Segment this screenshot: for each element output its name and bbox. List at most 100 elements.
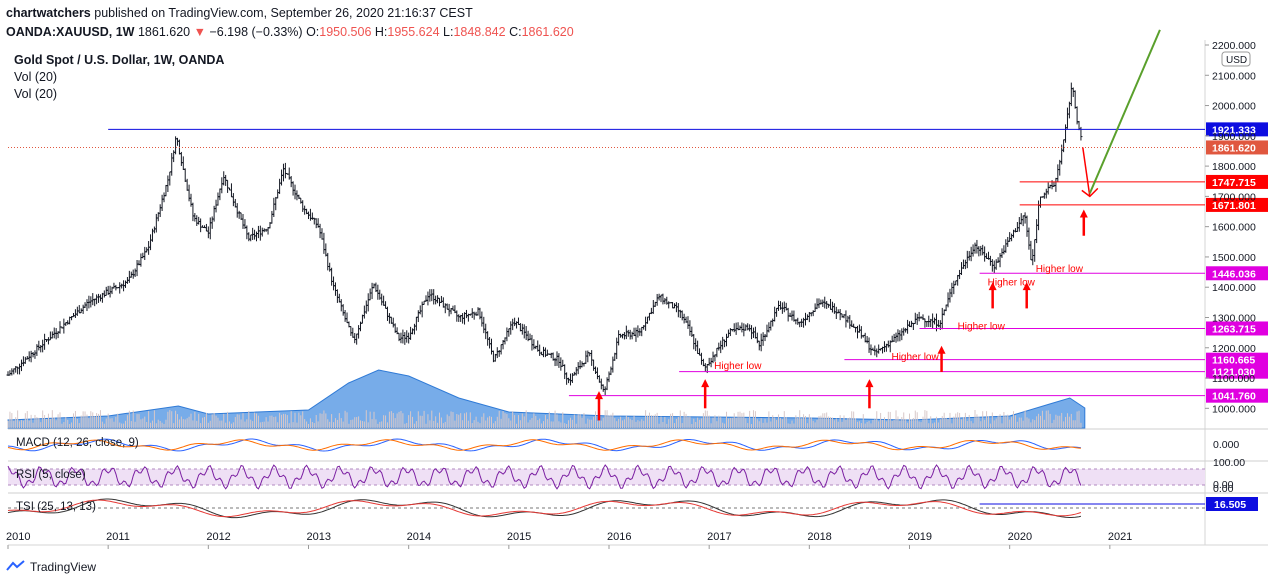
price-bar bbox=[542, 346, 546, 358]
price-bar bbox=[434, 295, 438, 305]
price-bar bbox=[216, 192, 220, 206]
up-arrow-icon[interactable] bbox=[701, 379, 710, 409]
up-arrow-head bbox=[594, 391, 603, 400]
price-bar bbox=[1062, 139, 1066, 153]
price-bar bbox=[732, 323, 736, 333]
currency-badge-box bbox=[1221, 51, 1251, 67]
pane-rsi-title[interactable]: RSI (5, close) bbox=[16, 469, 86, 481]
high-value: 1955.624 bbox=[387, 25, 440, 39]
price-bar bbox=[511, 318, 515, 331]
low-label: L: bbox=[443, 25, 454, 39]
higher-low-label[interactable]: Higher low bbox=[714, 361, 762, 372]
price-bar bbox=[516, 317, 520, 325]
price-bar bbox=[193, 213, 197, 222]
price-bar bbox=[62, 318, 66, 334]
price-bar bbox=[1067, 101, 1071, 119]
price-bar bbox=[640, 326, 644, 337]
price-bar bbox=[366, 293, 370, 312]
higher-low-label[interactable]: Higher low bbox=[988, 278, 1036, 289]
higher-low-label[interactable]: Higher low bbox=[1036, 264, 1084, 275]
price-tick-label: 1400.000 bbox=[1212, 282, 1256, 294]
price-bar bbox=[332, 276, 336, 291]
price-bar bbox=[48, 331, 52, 341]
price-bar bbox=[867, 337, 871, 353]
price-bar bbox=[769, 320, 773, 331]
price-bar bbox=[647, 312, 651, 321]
time-tick-label: 2021 bbox=[1108, 531, 1132, 543]
up-projection-line[interactable] bbox=[1088, 29, 1161, 194]
price-bar bbox=[1071, 87, 1075, 97]
price-bar bbox=[1021, 215, 1025, 227]
up-arrow-icon[interactable] bbox=[988, 282, 997, 309]
price-bar bbox=[29, 350, 33, 363]
price-bar bbox=[644, 316, 648, 331]
price-bar bbox=[624, 325, 628, 340]
currency-badge[interactable]: USD bbox=[1221, 51, 1251, 67]
price-bar bbox=[274, 196, 278, 211]
price-bar bbox=[630, 331, 634, 340]
price-bar bbox=[576, 362, 580, 375]
price-bar bbox=[414, 316, 418, 331]
price-bar bbox=[825, 300, 829, 309]
close-label: C: bbox=[509, 25, 522, 39]
down-projection-line[interactable] bbox=[1082, 147, 1091, 197]
legend-volume-1[interactable]: Vol (20) bbox=[14, 70, 58, 84]
price-bar bbox=[141, 252, 145, 259]
price-bar bbox=[844, 310, 848, 328]
higher-low-label[interactable]: Higher low bbox=[891, 352, 939, 363]
price-bar bbox=[709, 357, 713, 368]
price-bar bbox=[147, 241, 151, 255]
up-arrow-icon[interactable] bbox=[937, 345, 946, 372]
price-bar bbox=[25, 356, 29, 360]
level-price-label: 1861.620 bbox=[1212, 142, 1256, 154]
price-bar bbox=[1025, 215, 1029, 237]
price-bars bbox=[6, 82, 1083, 395]
low-value: 1848.842 bbox=[453, 25, 506, 39]
up-arrow-icon[interactable] bbox=[1022, 282, 1031, 309]
price-bar bbox=[1056, 164, 1060, 182]
price-tick-label: 1500.000 bbox=[1212, 252, 1256, 264]
price-tick-label: 1600.000 bbox=[1212, 222, 1256, 234]
price-bar bbox=[341, 304, 345, 316]
price-bar bbox=[214, 199, 218, 213]
legend-volume-2[interactable]: Vol (20) bbox=[14, 87, 58, 101]
price-bar bbox=[992, 260, 996, 273]
price-bar bbox=[149, 234, 153, 251]
price-bar bbox=[553, 357, 557, 367]
macd-axis-label: 0.000 bbox=[1213, 439, 1239, 451]
price-bar bbox=[447, 303, 451, 317]
up-arrow-icon[interactable] bbox=[865, 379, 874, 409]
price-bar bbox=[430, 289, 434, 302]
price-tick-label: 1200.000 bbox=[1212, 343, 1256, 355]
price-bar bbox=[491, 350, 495, 363]
footer-brand[interactable]: TradingView bbox=[6, 560, 96, 574]
price-bar bbox=[272, 197, 276, 218]
pane-tsi-title[interactable]: TSI (25, 13, 13) bbox=[16, 501, 96, 513]
price-bar bbox=[902, 327, 906, 336]
up-arrow-head bbox=[1022, 282, 1031, 291]
price-bar bbox=[568, 373, 572, 386]
price-bar bbox=[913, 312, 917, 325]
price-bar bbox=[328, 262, 332, 272]
up-arrow-icon[interactable] bbox=[1079, 209, 1088, 236]
time-axis[interactable]: 2010 2011 2012 2013 2014 2015 2016 2017 2018 2019… bbox=[6, 531, 1132, 549]
price-bar bbox=[692, 334, 696, 350]
price-bar bbox=[412, 323, 416, 335]
price-bar bbox=[821, 299, 825, 307]
price-bar bbox=[1019, 213, 1023, 225]
up-arrow-icon[interactable] bbox=[594, 391, 603, 421]
price-bar bbox=[112, 282, 116, 289]
publisher-name[interactable]: chartwatchers bbox=[6, 6, 91, 20]
price-bar bbox=[703, 363, 707, 372]
currency-label: USD bbox=[1226, 55, 1247, 66]
legend-title[interactable]: Gold Spot / U.S. Dollar, 1W, OANDA bbox=[14, 53, 225, 67]
price-bar bbox=[66, 320, 70, 325]
pane-macd-title[interactable]: MACD (12, 26, close, 9) bbox=[16, 437, 139, 449]
higher-low-label[interactable]: Higher low bbox=[958, 322, 1006, 333]
symbol-label[interactable]: OANDA:XAUUSD, 1W bbox=[6, 25, 135, 39]
price-axis[interactable]: 1000.000 1100.000 1200.000 1300.000 1400.000… bbox=[1205, 40, 1256, 415]
price-bar bbox=[247, 232, 251, 242]
price-bar bbox=[1002, 245, 1006, 255]
price-bar bbox=[208, 217, 212, 240]
